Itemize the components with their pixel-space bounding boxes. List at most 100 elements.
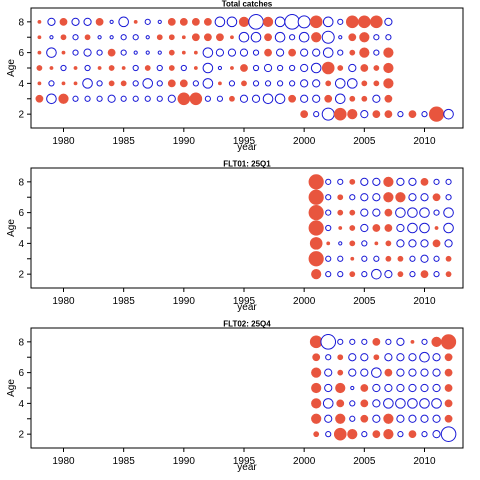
- bubble-age6-2009: [408, 368, 417, 377]
- bubble-age8-1985: [118, 16, 129, 28]
- bubble-age4-1987: [142, 78, 154, 89]
- bubble-age6-1982: [83, 48, 92, 57]
- bubble-age6-2002: [324, 368, 333, 377]
- bubble-age3-1978: [35, 94, 44, 103]
- bubble-age3-2000: [300, 94, 309, 103]
- bubble-age3-1996: [251, 94, 261, 103]
- bubble-age6-2010: [419, 207, 430, 218]
- bubble-age4-1999: [289, 80, 296, 87]
- bubble-age8-1981: [71, 17, 80, 26]
- y-tick-label: 2: [18, 430, 24, 441]
- bubble-age7-2002: [325, 194, 332, 201]
- bubble-age8-1991: [191, 17, 200, 26]
- bubble-age2-2006: [371, 268, 382, 280]
- bubble-age4-2001: [309, 237, 323, 250]
- y-tick-label: 4: [18, 79, 24, 90]
- bubble-age2-2004: [347, 109, 358, 120]
- bubble-age2-2009: [408, 110, 417, 119]
- bubble-age2-2008: [397, 111, 404, 118]
- bubble-age5-1980: [60, 64, 67, 72]
- bubble-age3-1981: [72, 95, 79, 102]
- bubble-age2-2002: [321, 107, 335, 121]
- x-tick-label: 1995: [233, 296, 256, 307]
- bubble-age6-2010: [420, 368, 429, 377]
- bubble-age8-2005: [358, 15, 371, 29]
- bubble-age2-2007: [384, 270, 393, 279]
- x-tick-label: 1995: [233, 456, 256, 467]
- x-tick-label: 2010: [413, 296, 436, 307]
- bubble-age6-1999: [288, 48, 297, 57]
- y-tick-label: 2: [18, 110, 24, 121]
- x-tick-label: 1980: [52, 296, 75, 307]
- bubble-age4-1990: [179, 79, 188, 88]
- bubble-age2-2012: [443, 108, 454, 120]
- bubble-age8-2002: [320, 334, 337, 350]
- bubble-age5-2002: [321, 61, 335, 75]
- bubble-age2-2006: [372, 110, 381, 119]
- bubble-age4-1986: [132, 80, 139, 87]
- bubble-age5-2004: [348, 63, 357, 73]
- bubble-age2-2006: [372, 430, 381, 439]
- bubble-age5-2001: [308, 220, 324, 236]
- x-tick-label: 1985: [113, 296, 136, 307]
- bubble-age6-1984: [107, 48, 116, 57]
- bubble-age2-2003: [333, 107, 347, 121]
- x-tick-label: 2000: [293, 296, 316, 307]
- bubble-age4-2007: [383, 398, 394, 409]
- bubble-age5-1999: [289, 64, 296, 72]
- bubble-age8-2007: [383, 176, 394, 187]
- x-tick-label: 1980: [52, 456, 75, 467]
- bubble-age5-2010: [420, 383, 429, 393]
- bubble-age4-2007: [385, 240, 392, 247]
- bubble-age6-1985: [120, 49, 127, 56]
- bubble-age5-2006: [372, 383, 381, 393]
- bubble-age8-2007: [384, 17, 393, 26]
- bubble-age5-1989: [168, 65, 175, 71]
- bubble-age3-1984: [107, 94, 116, 103]
- bubble-age8-2004: [349, 178, 356, 185]
- bubble-age4-1984: [108, 80, 115, 87]
- bubble-age6-2011: [433, 209, 440, 216]
- bubble-age8-2006: [372, 337, 381, 346]
- bubble-age4-2002: [325, 80, 332, 87]
- bubble-age5-2005: [360, 384, 369, 392]
- bubble-age4-1981: [73, 81, 78, 86]
- bubble-age3-1995: [239, 94, 249, 103]
- bubble-age8-1982: [83, 17, 92, 26]
- bubble-age2-2010: [421, 431, 428, 438]
- bubble-age4-1995: [241, 80, 247, 87]
- bubble-age3-2002: [325, 255, 332, 262]
- bubble-age4-1996: [252, 80, 260, 87]
- bubble-age4-1979: [48, 80, 55, 87]
- bubble-age5-1993: [217, 65, 223, 71]
- bubble-age2-2008: [397, 271, 404, 278]
- bubble-age8-1983: [95, 17, 104, 26]
- bubble-age8-2012: [445, 178, 452, 185]
- bubble-age3-2011: [432, 414, 441, 423]
- x-tick-label: 2000: [293, 456, 316, 467]
- bubble-age2-2009: [409, 271, 416, 278]
- bubble-age5-2001: [311, 382, 322, 394]
- bubble-age5-1987: [144, 65, 151, 71]
- bubble-age8-1987: [144, 18, 151, 25]
- bubble-age3-2008: [396, 414, 405, 423]
- x-axis-label: year: [237, 142, 257, 153]
- bubble-age8-2001: [308, 174, 324, 190]
- bubble-age3-2007: [383, 413, 394, 424]
- bubble-age7-1981: [72, 34, 79, 41]
- bubble-age4-1989: [167, 79, 176, 88]
- bubble-age5-1983: [97, 66, 102, 70]
- bubble-age8-2009: [410, 339, 415, 344]
- bubble-age8-2012: [440, 334, 457, 350]
- bubble-age5-1988: [156, 64, 163, 72]
- bubble-age8-2005: [360, 177, 369, 186]
- bubble-age2-2002: [325, 271, 332, 278]
- bubble-age5-2012: [444, 384, 453, 392]
- bubble-age7-2003: [337, 354, 344, 361]
- bubble-age7-2007: [384, 353, 393, 362]
- bubble-age7-2006: [373, 354, 380, 361]
- bubble-age5-2007: [383, 62, 394, 74]
- bubble-age4-2004: [349, 240, 356, 247]
- x-tick-label: 1990: [173, 296, 196, 307]
- y-tick-label: 6: [18, 208, 24, 219]
